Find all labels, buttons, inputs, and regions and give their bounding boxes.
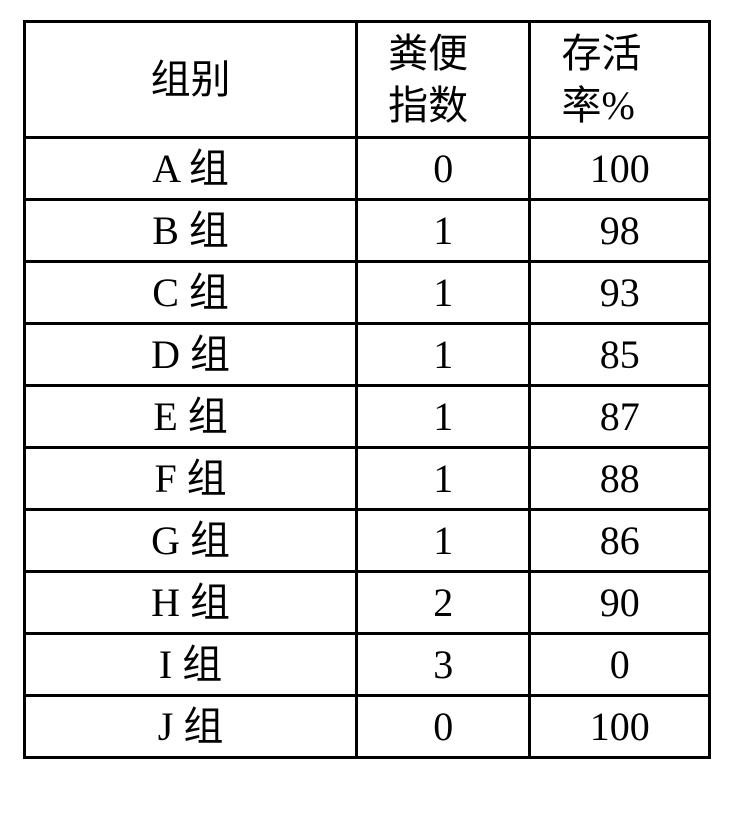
table-row: C 组 1 93: [25, 262, 710, 324]
cell-survival-rate: 85: [530, 324, 710, 386]
table-row: H 组 2 90: [25, 572, 710, 634]
cell-group: G 组: [25, 510, 357, 572]
cell-group: J 组: [25, 696, 357, 758]
table-row: D 组 1 85: [25, 324, 710, 386]
cell-survival-rate: 87: [530, 386, 710, 448]
cell-fecal-index: 1: [357, 510, 530, 572]
cell-survival-rate: 86: [530, 510, 710, 572]
cell-fecal-index: 2: [357, 572, 530, 634]
cell-survival-rate: 93: [530, 262, 710, 324]
cell-survival-rate: 100: [530, 138, 710, 200]
cell-group: F 组: [25, 448, 357, 510]
table-row: J 组 0 100: [25, 696, 710, 758]
cell-survival-rate: 0: [530, 634, 710, 696]
cell-survival-rate: 100: [530, 696, 710, 758]
cell-group: H 组: [25, 572, 357, 634]
table-row: I 组 3 0: [25, 634, 710, 696]
cell-fecal-index: 1: [357, 262, 530, 324]
cell-group: C 组: [25, 262, 357, 324]
cell-fecal-index: 0: [357, 696, 530, 758]
table-row: A 组 0 100: [25, 138, 710, 200]
header-group: 组别: [25, 22, 357, 138]
cell-group: E 组: [25, 386, 357, 448]
cell-fecal-index: 1: [357, 386, 530, 448]
cell-fecal-index: 0: [357, 138, 530, 200]
cell-group: I 组: [25, 634, 357, 696]
data-table: 组别 粪便指数 存活率% A 组 0 100 B 组 1 98 C 组 1 93…: [23, 20, 711, 759]
cell-group: A 组: [25, 138, 357, 200]
table-header-row: 组别 粪便指数 存活率%: [25, 22, 710, 138]
table-row: F 组 1 88: [25, 448, 710, 510]
cell-survival-rate: 90: [530, 572, 710, 634]
cell-fecal-index: 1: [357, 324, 530, 386]
header-fecal-index: 粪便指数: [357, 22, 530, 138]
table-row: E 组 1 87: [25, 386, 710, 448]
cell-fecal-index: 3: [357, 634, 530, 696]
cell-group: B 组: [25, 200, 357, 262]
cell-fecal-index: 1: [357, 200, 530, 262]
table-row: B 组 1 98: [25, 200, 710, 262]
cell-group: D 组: [25, 324, 357, 386]
table-row: G 组 1 86: [25, 510, 710, 572]
cell-fecal-index: 1: [357, 448, 530, 510]
header-survival-rate: 存活率%: [530, 22, 710, 138]
cell-survival-rate: 88: [530, 448, 710, 510]
cell-survival-rate: 98: [530, 200, 710, 262]
